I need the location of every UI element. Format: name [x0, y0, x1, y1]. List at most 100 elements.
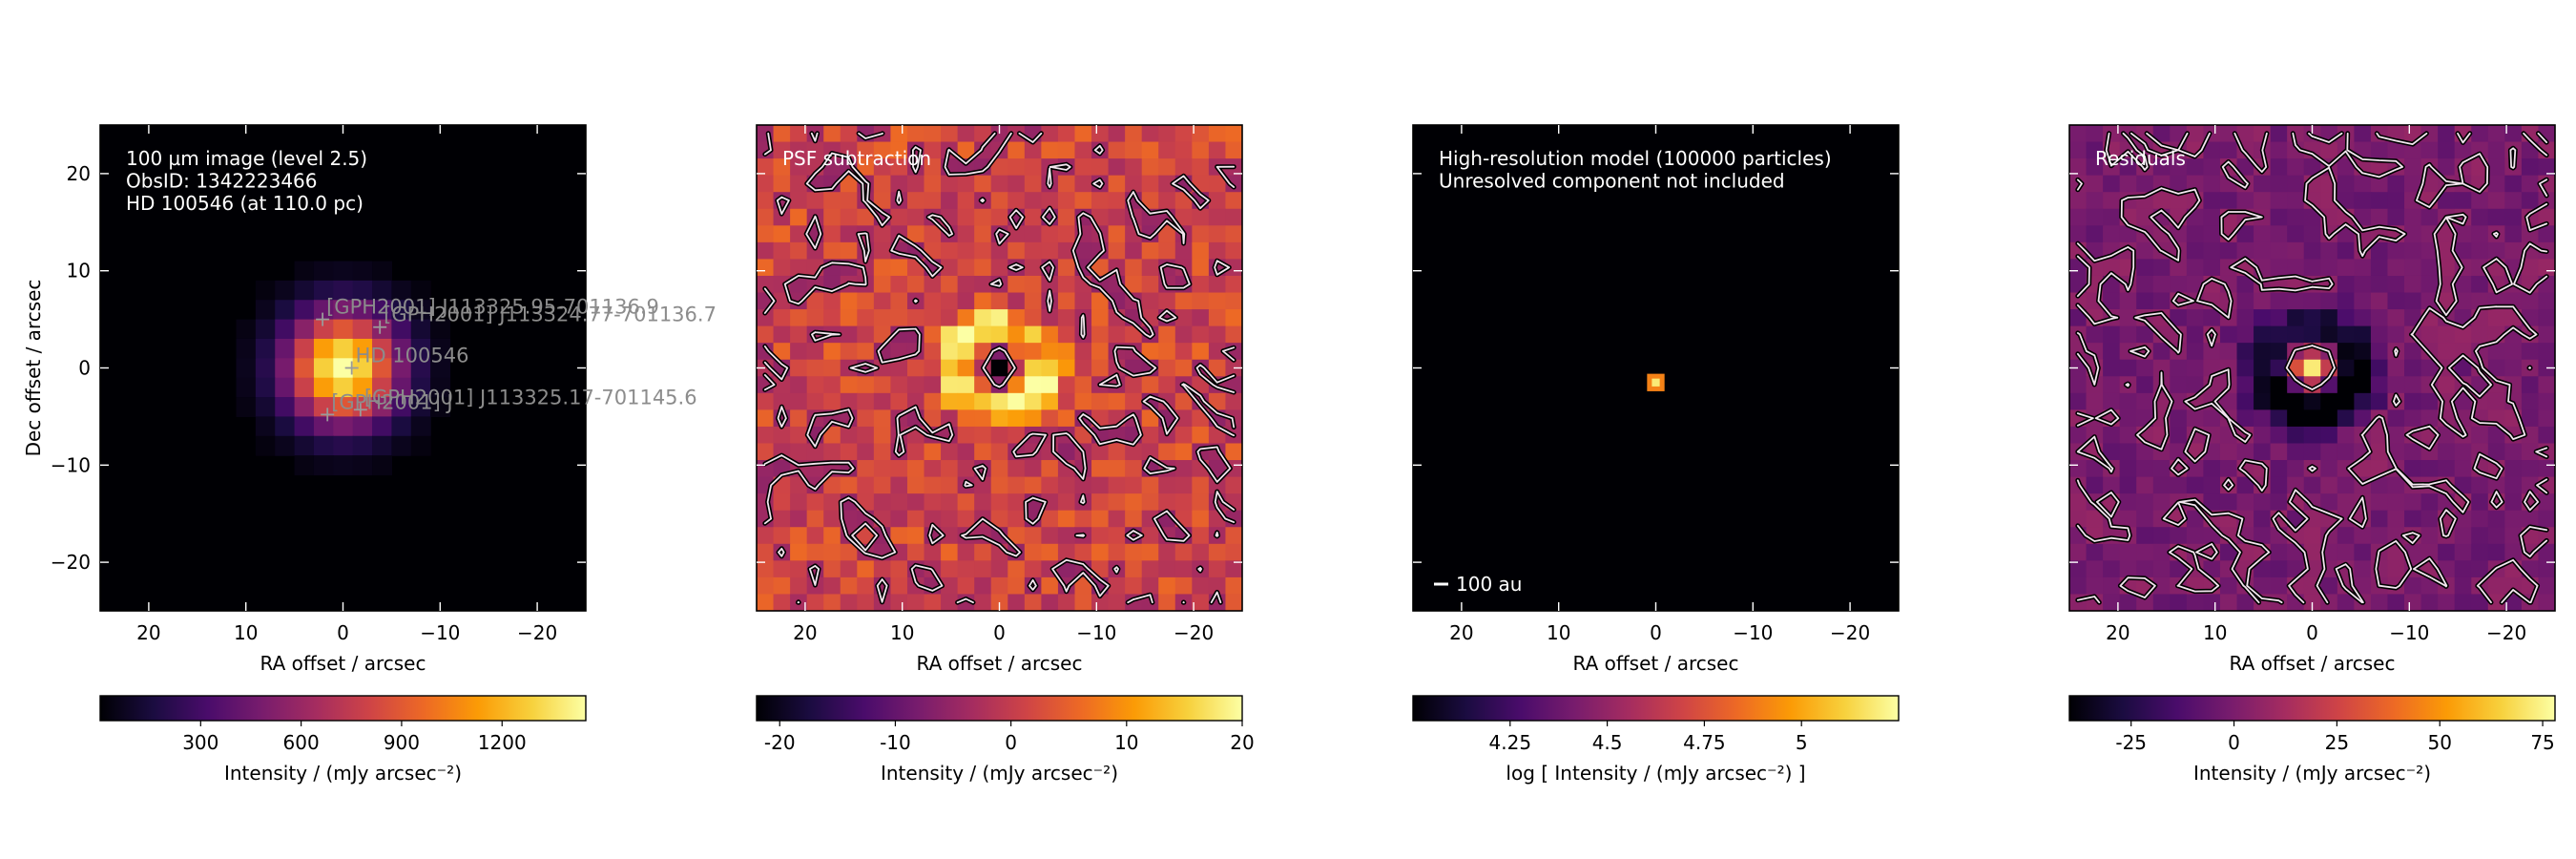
image-pixel: [2119, 175, 2137, 193]
image-pixel: [2170, 426, 2188, 444]
image-pixel: [1008, 141, 1026, 159]
image-pixel: [974, 376, 992, 394]
image-pixel: [2203, 259, 2221, 277]
image-pixel: [957, 292, 975, 310]
image-pixel: [957, 343, 975, 361]
image-pixel: [873, 158, 891, 177]
image-pixel: [1024, 409, 1042, 428]
image-pixel: [823, 510, 841, 528]
image-pixel: [1074, 141, 1092, 159]
image-pixel: [1024, 392, 1042, 410]
image-pixel: [1024, 292, 1042, 310]
image-pixel: [1108, 208, 1126, 226]
image-pixel: [773, 493, 791, 512]
image-pixel: [2254, 175, 2272, 193]
image-pixel: [1174, 359, 1193, 377]
image-pixel: [840, 208, 858, 226]
colorbar-tick-label: 4.25: [1489, 731, 1532, 754]
image-pixel: [2069, 158, 2088, 177]
image-pixel: [2387, 426, 2405, 444]
image-pixel: [890, 275, 908, 294]
image-pixel: [2270, 241, 2288, 260]
image-pixel: [255, 397, 276, 417]
image-pixel: [372, 377, 392, 398]
image-pixel: [757, 225, 775, 243]
image-pixel: [1057, 208, 1075, 226]
image-pixel: [957, 576, 975, 595]
image-pixel: [2404, 158, 2422, 177]
image-pixel: [2119, 443, 2137, 461]
image-pixel: [2521, 376, 2539, 394]
image-pixel: [2152, 594, 2171, 611]
image-pixel: [1125, 158, 1143, 177]
image-pixel: [790, 493, 808, 512]
image-pixel: [1024, 309, 1042, 327]
image-pixel: [2354, 392, 2372, 410]
image-pixel: [2287, 225, 2305, 243]
image-pixel: [2420, 527, 2439, 545]
image-pixel: [757, 392, 775, 410]
image-pixel: [275, 416, 296, 437]
image-pixel: [890, 493, 908, 512]
image-pixel: [790, 576, 808, 595]
image-pixel: [1091, 259, 1110, 277]
image-pixel: [2287, 409, 2305, 428]
colorbar-tick-label: -25: [2115, 731, 2147, 754]
image-pixel: [2270, 493, 2288, 512]
image-pixel: [2320, 141, 2338, 159]
image-pixel: [924, 543, 942, 561]
image-pixel: [2471, 192, 2489, 210]
image-pixel: [1024, 359, 1042, 377]
image-pixel: [294, 319, 315, 340]
image-pixel: [2303, 510, 2321, 528]
image-pixel: [2186, 241, 2204, 260]
image-pixel: [2254, 192, 2272, 210]
image-pixel: [2186, 158, 2204, 177]
colorbar-tick-label: 10: [1114, 731, 1138, 754]
image-pixel: [1108, 225, 1126, 243]
image-pixel: [790, 560, 808, 578]
image-pixel: [974, 325, 992, 344]
image-pixel: [255, 338, 276, 359]
image-pixel: [2454, 292, 2472, 310]
image-pixel: [1108, 359, 1126, 377]
image-pixel: [1074, 292, 1092, 310]
image-pixel: [2203, 241, 2221, 260]
image-pixel: [957, 426, 975, 444]
image-pixel: [2320, 460, 2338, 478]
image-pixel: [1158, 376, 1176, 394]
image-pixel: [790, 543, 808, 561]
image-pixel: [294, 455, 315, 476]
image-pixel: [906, 208, 925, 226]
image-pixel: [294, 261, 315, 282]
image-pixel: [1174, 560, 1193, 578]
image-pixel: [873, 241, 891, 260]
image-pixel: [2354, 309, 2372, 327]
image-pixel: [2203, 343, 2221, 361]
image-pixel: [2152, 460, 2171, 478]
image-pixel: [2203, 175, 2221, 193]
image-pixel: [2538, 158, 2555, 177]
image-pixel: [2370, 208, 2388, 226]
image-pixel: [990, 443, 1008, 461]
image-pixel: [1225, 543, 1242, 561]
image-pixel: [2287, 259, 2305, 277]
image-pixel: [1108, 241, 1126, 260]
image-pixel: [1208, 576, 1226, 595]
image-pixel: [1074, 510, 1092, 528]
image-pixel: [1192, 510, 1210, 528]
image-pixel: [2438, 259, 2456, 277]
colorbar-tick-label: 900: [384, 731, 420, 754]
x-tick-label: −10: [1733, 621, 1773, 644]
image-pixel: [857, 476, 875, 494]
image-pixel: [1108, 325, 1126, 344]
image-pixel: [773, 241, 791, 260]
image-pixel: [2136, 376, 2154, 394]
image-pixel: [1041, 594, 1059, 611]
image-pixel: [313, 377, 334, 398]
image-pixel: [2103, 292, 2121, 310]
image-pixel: [2219, 443, 2238, 461]
image-pixel: [806, 359, 824, 377]
image-pixel: [2521, 292, 2539, 310]
image-pixel: [1008, 576, 1026, 595]
